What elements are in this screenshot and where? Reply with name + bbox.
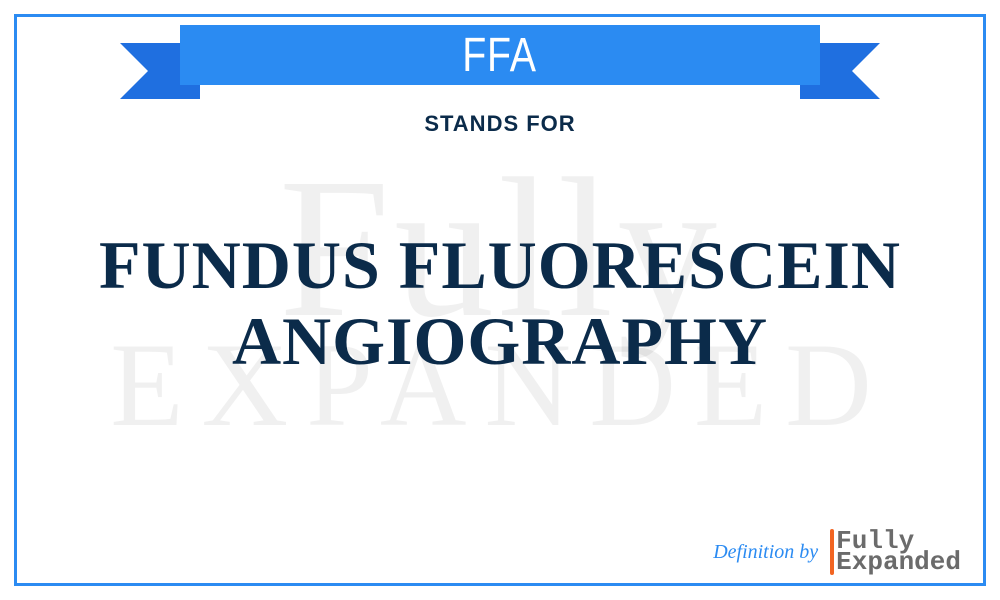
ribbon-banner: FFA bbox=[120, 25, 880, 103]
footer: Definition by Fully Expanded bbox=[713, 531, 961, 573]
abbreviation: FFA bbox=[463, 28, 538, 83]
ribbon-center: FFA bbox=[180, 25, 820, 85]
card-frame: Fully EXPANDED FFA STANDS FOR FUNDUS FLU… bbox=[14, 14, 986, 586]
source-logo: Fully Expanded bbox=[832, 531, 961, 573]
definition-by-label: Definition by bbox=[713, 541, 818, 564]
definition-text: FUNDUS FLUORESCEIN ANGIOGRAPHY bbox=[57, 227, 943, 379]
stands-for-label: STANDS FOR bbox=[17, 111, 983, 137]
logo-line2: Expanded bbox=[836, 552, 961, 573]
